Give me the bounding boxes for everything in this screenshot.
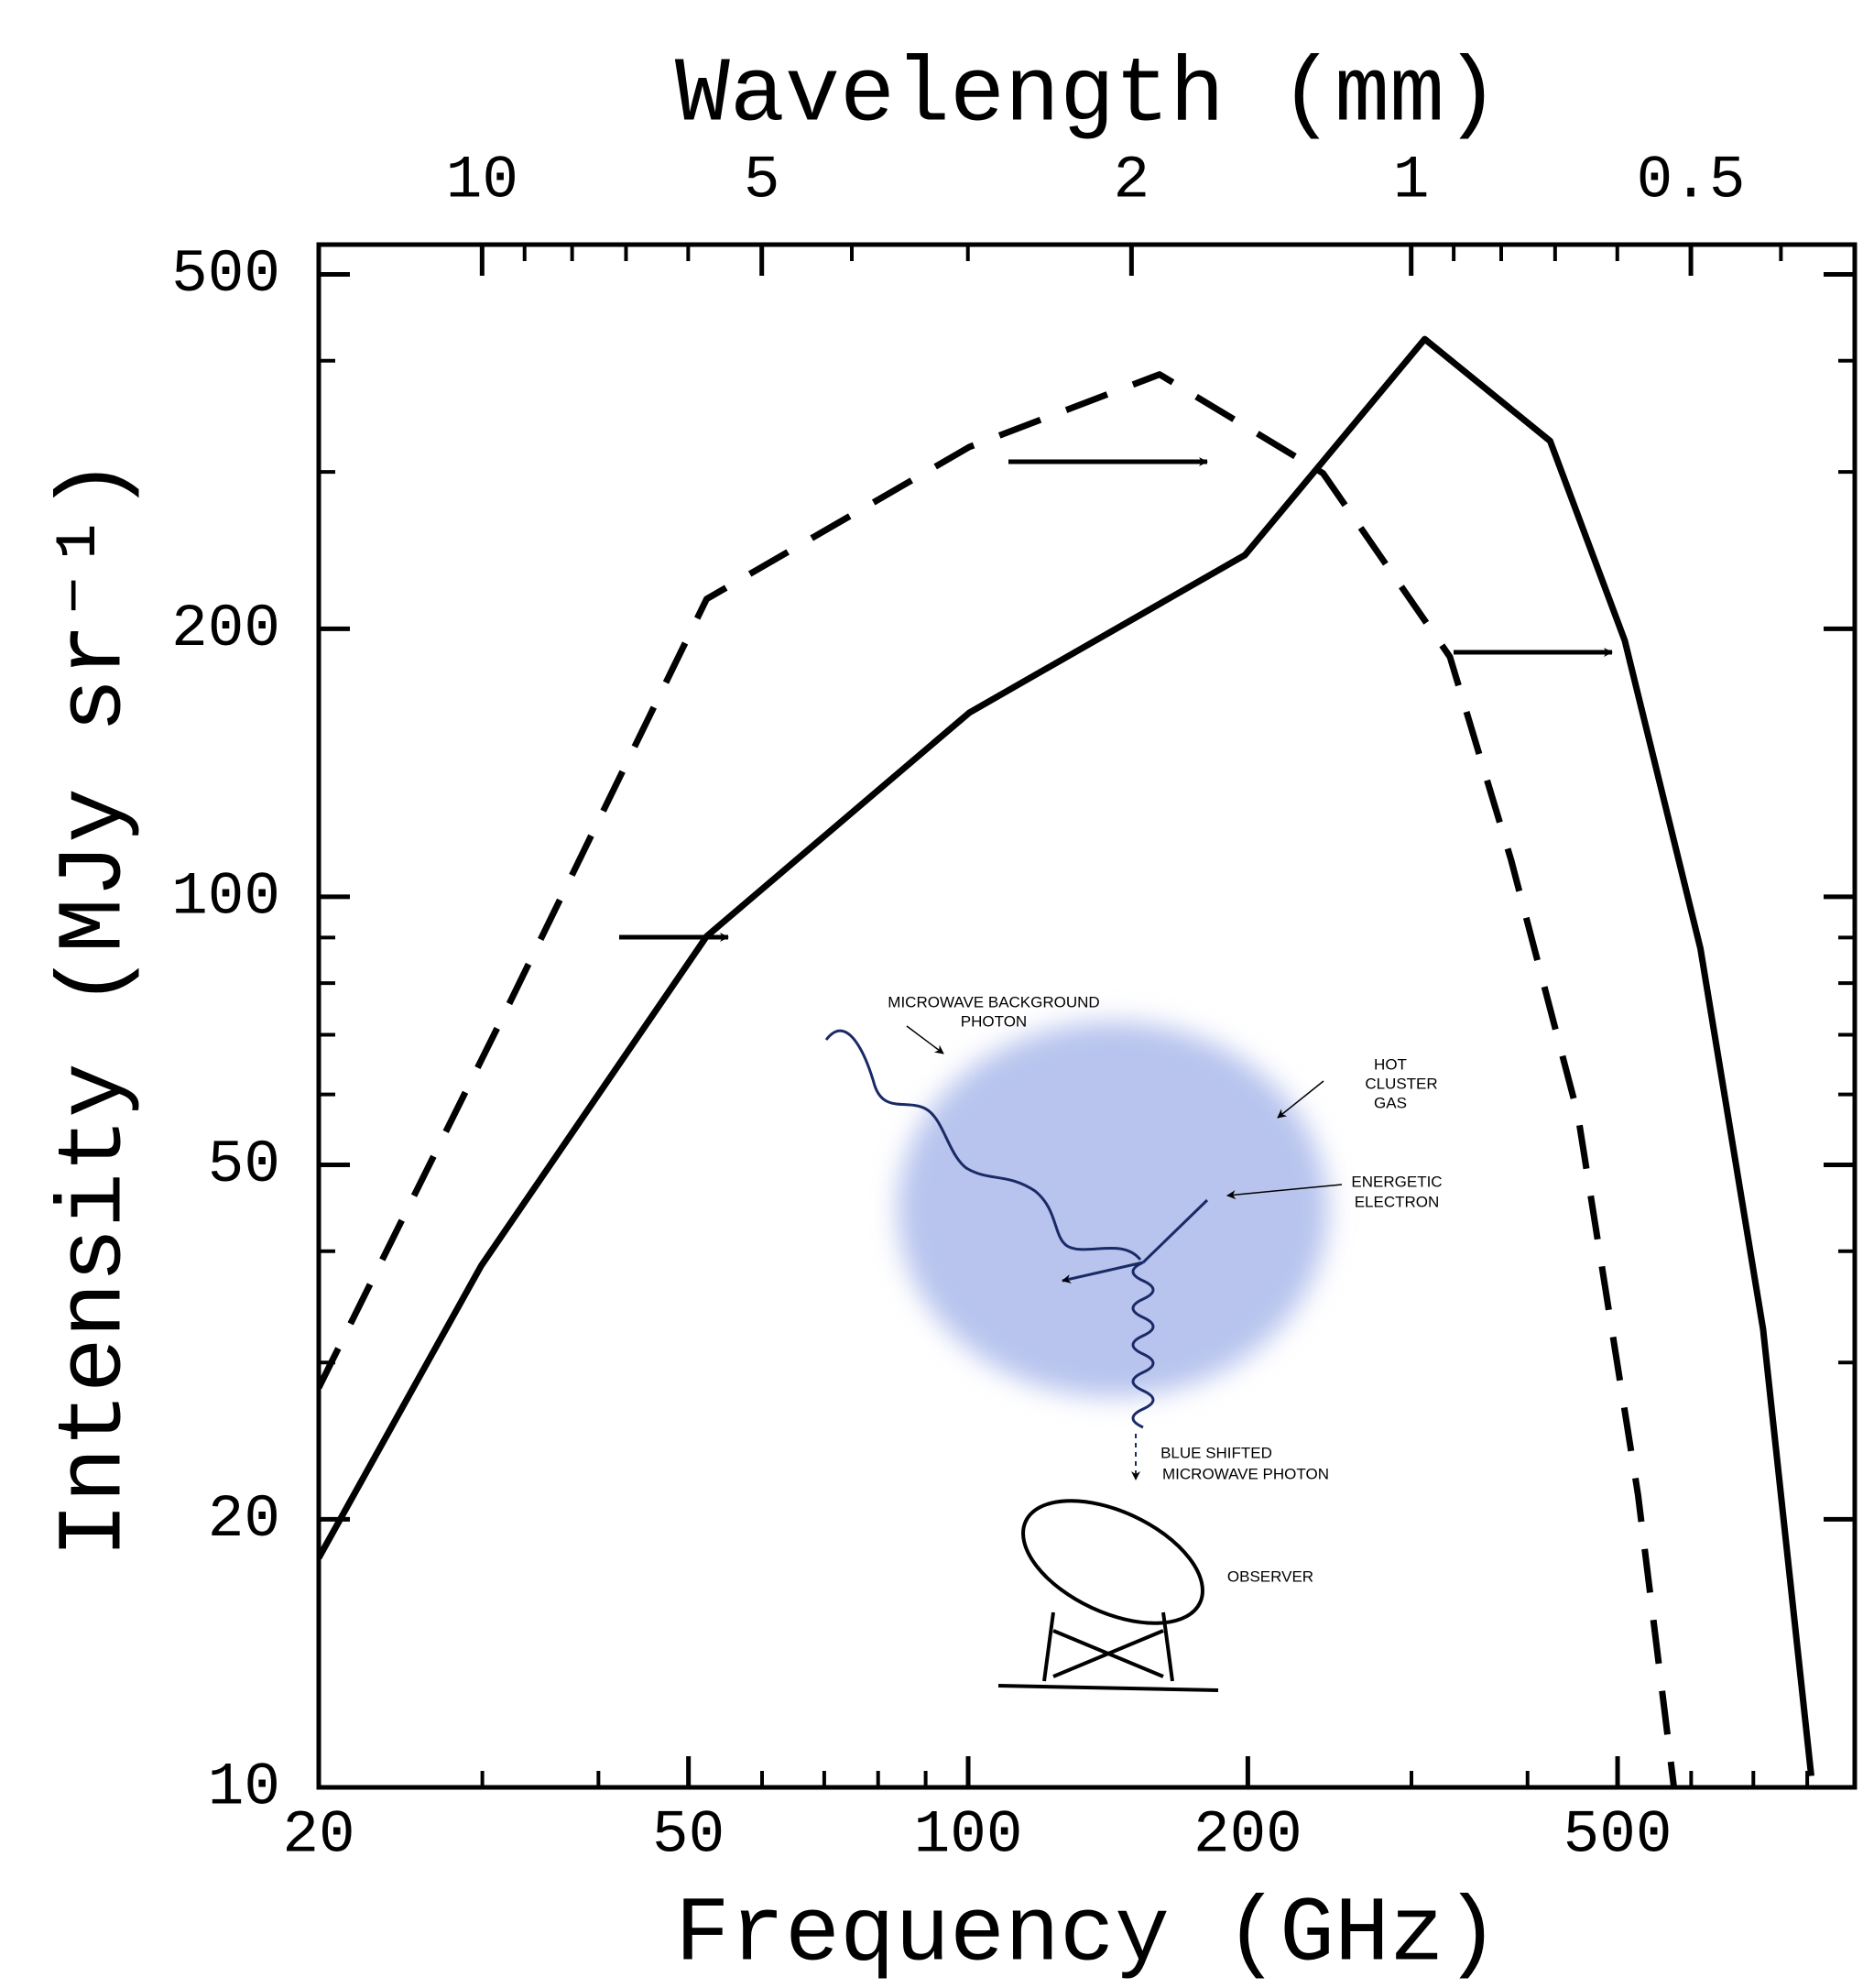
ground — [997, 1684, 1219, 1692]
y-tick-label: 50 — [208, 1131, 280, 1199]
annotation: PHOTON — [961, 1012, 1027, 1030]
series-line — [319, 371, 1678, 1787]
x-tick-label: 500 — [1563, 1800, 1672, 1869]
annotation: GAS — [1374, 1094, 1407, 1111]
y-tick-label: 10 — [208, 1753, 280, 1821]
pointer — [906, 1025, 944, 1054]
electron-path — [1141, 1198, 1209, 1264]
annotation: CLUSTER — [1365, 1075, 1437, 1092]
plot-frame — [316, 242, 1858, 1790]
mount — [1042, 1611, 1174, 1682]
y-tick-label: 200 — [171, 595, 280, 663]
pointers — [906, 1025, 1343, 1200]
y-tick-label: 20 — [208, 1485, 280, 1554]
y-tick-label: 100 — [171, 862, 280, 931]
x2-tick-label: 1 — [1393, 146, 1430, 214]
annotation: ELECTRON — [1355, 1193, 1440, 1210]
shift-arrows — [619, 457, 1613, 942]
x2-tick-label: 0.5 — [1637, 146, 1746, 214]
pointer — [1226, 1184, 1343, 1200]
x2-tick-label: 2 — [1114, 146, 1150, 214]
incoming-photon — [824, 1029, 1142, 1262]
x-tick-label: 200 — [1193, 1800, 1302, 1869]
annotation: MICROWAVE PHOTON — [1162, 1465, 1329, 1482]
scattered-photon — [1131, 1261, 1155, 1429]
annotation: HOT — [1374, 1055, 1407, 1073]
dish — [1021, 1499, 1204, 1625]
y-axis-title: Intensity (MJy sr⁻¹) — [44, 458, 147, 1557]
y-tick-label: 500 — [171, 240, 280, 309]
annotation: BLUE SHIFTED — [1160, 1444, 1272, 1461]
x-axis-title: Frequency (GHz) — [675, 1884, 1499, 1987]
x2-axis-title: Wavelength (mm) — [675, 44, 1499, 147]
x2-tick-label: 10 — [446, 146, 518, 214]
x-tick-label: 100 — [914, 1800, 1023, 1869]
pointer — [1277, 1080, 1324, 1119]
inset-illustration — [824, 1021, 1343, 1692]
x2-tick-label: 5 — [744, 146, 780, 214]
series-line — [319, 335, 1814, 1776]
annotation: MICROWAVE BACKGROUND — [888, 993, 1099, 1010]
x-tick-label: 20 — [282, 1800, 354, 1869]
electron-recoil — [1062, 1261, 1144, 1283]
cluster-gas — [898, 1021, 1328, 1397]
telescope — [997, 1499, 1219, 1692]
annotation: OBSERVER — [1227, 1567, 1313, 1585]
annotation: ENERGETIC — [1351, 1173, 1442, 1190]
x-tick-label: 50 — [652, 1800, 724, 1869]
